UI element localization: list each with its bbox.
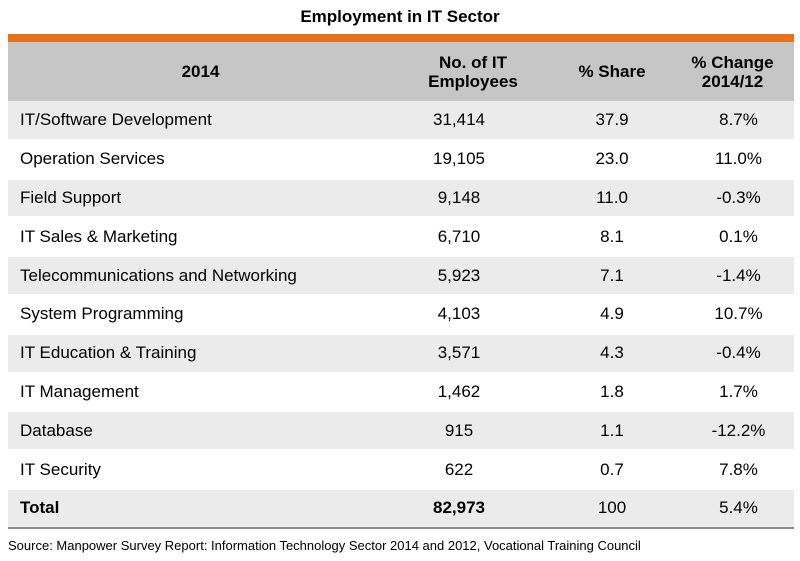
row-category: IT Sales & Marketing xyxy=(20,226,178,246)
row-employees: 5,923 xyxy=(437,265,481,285)
row-employees: 82,973 xyxy=(433,498,485,518)
row-employees: 31,414 xyxy=(433,109,485,129)
row-employees: 9,148 xyxy=(437,187,481,207)
header-change: % Change 2014/12 xyxy=(671,42,794,101)
row-employees: 1,462 xyxy=(437,381,481,401)
employment-table-container: 2014 No. of IT Employees % Share % Change… xyxy=(8,42,794,529)
header-line: Employees xyxy=(428,71,518,91)
row-share: 1.1 xyxy=(600,420,624,440)
header-line: % Change xyxy=(691,52,774,72)
header-line: No. of IT xyxy=(439,52,507,72)
row-share: 100 xyxy=(597,498,627,518)
row-change: 10.7% xyxy=(714,304,763,324)
accent-bar xyxy=(8,34,794,42)
row-change: 0.1% xyxy=(719,226,758,246)
table-row: Telecommunications and Networking 5,923 7.… xyxy=(8,256,794,295)
row-category: System Programming xyxy=(20,304,184,324)
total-row: Total 82,973 100 5.4% xyxy=(8,488,794,528)
row-category: Telecommunications and Networking xyxy=(20,265,297,285)
table-row: IT Sales & Marketing 6,710 8.1 0.1% xyxy=(8,217,794,257)
table-row: System Programming 4,103 4.9 10.7% xyxy=(8,294,794,334)
row-change: -0.3% xyxy=(716,187,761,207)
row-employees: 4,103 xyxy=(437,304,481,324)
row-employees: 6,710 xyxy=(437,226,481,246)
table-row: Database 915 1.1 -12.2% xyxy=(8,411,794,451)
table-row: Field Support 9,148 11.0 -0.3% xyxy=(8,178,794,218)
header-share: % Share xyxy=(553,42,671,101)
row-share: 0.7 xyxy=(600,459,624,479)
row-change: 8.7% xyxy=(719,109,758,129)
row-employees: 915 xyxy=(444,420,474,440)
row-share: 8.1 xyxy=(600,226,624,246)
row-employees: 622 xyxy=(444,459,474,479)
row-category: Database xyxy=(20,420,93,440)
row-share: 7.1 xyxy=(600,265,624,285)
table-row: IT/Software Development 31,414 37.9 8.7% xyxy=(8,101,794,140)
table-row: Operation Services 19,105 23.0 11.0% xyxy=(8,139,794,179)
row-share: 11.0 xyxy=(596,187,628,207)
row-category: IT/Software Development xyxy=(20,109,212,129)
row-category: Field Support xyxy=(20,187,122,207)
row-change: -12.2% xyxy=(711,420,766,440)
table-row: IT Security 622 0.7 7.8% xyxy=(8,450,794,489)
source-note: Source: Manpower Survey Report: Informat… xyxy=(8,538,641,553)
row-share: 1.8 xyxy=(600,381,624,401)
row-share: 4.9 xyxy=(600,304,624,324)
table-row: IT Education & Training 3,571 4.3 -0.4% xyxy=(8,333,794,373)
row-category: IT Education & Training xyxy=(20,343,197,363)
row-category: Total xyxy=(20,498,60,518)
row-change: -0.4% xyxy=(716,343,761,363)
row-change: 11.0% xyxy=(715,149,762,169)
header-line: 2014/12 xyxy=(701,71,764,91)
row-category: Operation Services xyxy=(20,149,165,169)
table-body: IT/Software Development 31,414 37.9 8.7% Ope… xyxy=(8,101,794,528)
row-category: IT Security xyxy=(20,459,101,479)
table-row: IT Management 1,462 1.8 1.7% xyxy=(8,372,794,412)
row-share: 4.3 xyxy=(600,343,624,363)
row-employees: 19,105 xyxy=(433,149,485,169)
row-category: IT Management xyxy=(20,381,139,401)
header-line: 2014 xyxy=(181,62,220,81)
employment-table: 2014 No. of IT Employees % Share % Change… xyxy=(8,42,794,529)
row-share: 23.0 xyxy=(595,149,629,169)
row-change: -1.4% xyxy=(716,265,761,285)
header-row: 2014 No. of IT Employees % Share % Change… xyxy=(8,42,794,101)
row-employees: 3,571 xyxy=(437,343,481,363)
row-change: 7.8% xyxy=(719,459,758,479)
table-header: 2014 No. of IT Employees % Share % Change… xyxy=(8,42,794,101)
row-share: 37.9 xyxy=(595,109,629,129)
header-line: % Share xyxy=(578,62,646,81)
header-year: 2014 xyxy=(8,42,393,101)
header-employees: No. of IT Employees xyxy=(393,42,553,101)
row-change: 5.4% xyxy=(719,498,758,518)
row-change: 1.7% xyxy=(719,381,758,401)
table-title: Employment in IT Sector xyxy=(300,7,500,26)
